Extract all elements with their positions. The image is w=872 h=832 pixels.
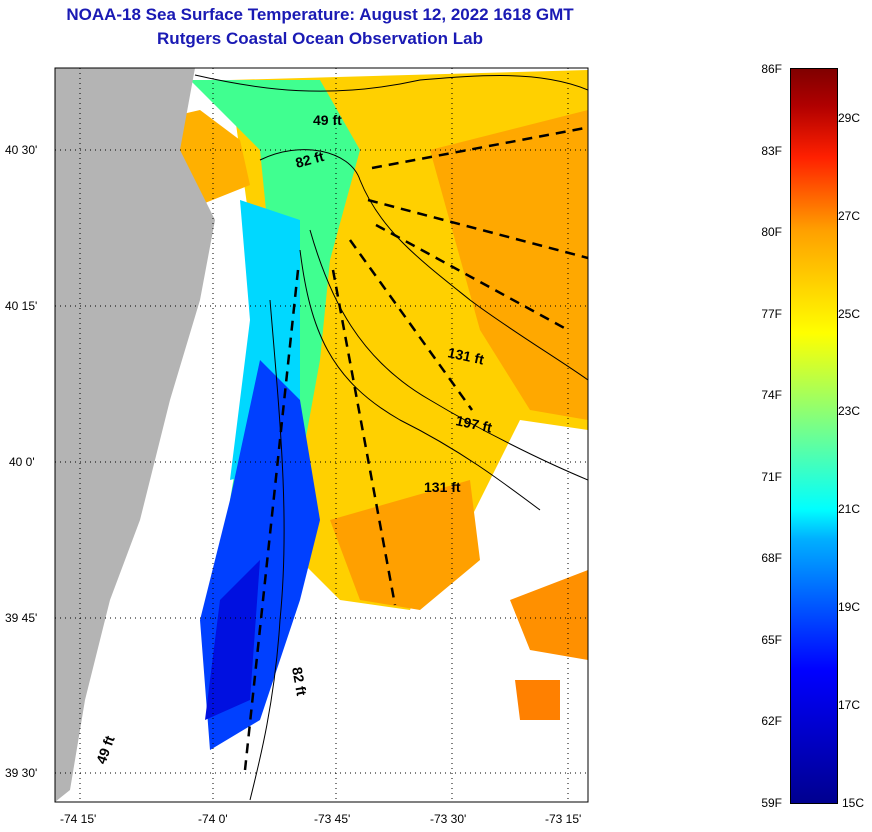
contour-label-82ft-bottom: 82 ft — [289, 666, 310, 697]
contour-label-131ft-upper: 131 ft — [446, 344, 485, 367]
x-tick-73-15: -73 15' — [545, 812, 582, 826]
colorbar-f-68: 68F — [761, 551, 782, 565]
colorbar-f-83: 83F — [761, 144, 782, 158]
colorbar-f-65: 65F — [761, 633, 782, 647]
colorbar-c-23: 23C — [838, 404, 861, 418]
y-tick-39-30: 39 30' — [5, 766, 38, 780]
contour-label-49ft-top: 49 ft — [313, 112, 342, 128]
y-tick-40-15: 40 15' — [5, 299, 38, 313]
colorbar-f-74: 74F — [761, 388, 782, 402]
colorbar-f-62: 62F — [761, 714, 782, 728]
colorbar-c-29: 29C — [838, 111, 861, 125]
map-title: NOAA-18 Sea Surface Temperature: August … — [66, 5, 574, 24]
colorbar-c-17: 17C — [838, 698, 861, 712]
y-tick-39-45: 39 45' — [5, 611, 38, 625]
y-tick-40-0: 40 0' — [9, 455, 35, 469]
contour-label-131ft-lower: 131 ft — [424, 479, 461, 495]
x-tick-73-45: -73 45' — [314, 812, 351, 826]
temperature-colorbar — [790, 68, 838, 804]
contour-label-197ft: 197 ft — [454, 412, 493, 435]
colorbar-f-71: 71F — [761, 470, 782, 484]
colorbar-f-77: 77F — [761, 307, 782, 321]
x-tick-74-15: -74 15' — [60, 812, 97, 826]
colorbar-c-27: 27C — [838, 209, 861, 223]
y-tick-40-30: 40 30' — [5, 143, 38, 157]
contour-label-82ft-top: 82 ft — [294, 148, 326, 171]
colorbar-c-19: 19C — [838, 600, 861, 614]
colorbar-c-15: 15C — [842, 796, 865, 810]
x-tick-73-30: -73 30' — [430, 812, 467, 826]
colorbar-f-59: 59F — [761, 796, 782, 810]
colorbar-c-21: 21C — [838, 502, 861, 516]
colorbar-c-25: 25C — [838, 307, 861, 321]
colorbar-f-86: 86F — [761, 62, 782, 76]
x-tick-74-0: -74 0' — [198, 812, 228, 826]
colorbar-f-80: 80F — [761, 225, 782, 239]
map-subtitle: Rutgers Coastal Ocean Observation Lab — [157, 29, 483, 48]
